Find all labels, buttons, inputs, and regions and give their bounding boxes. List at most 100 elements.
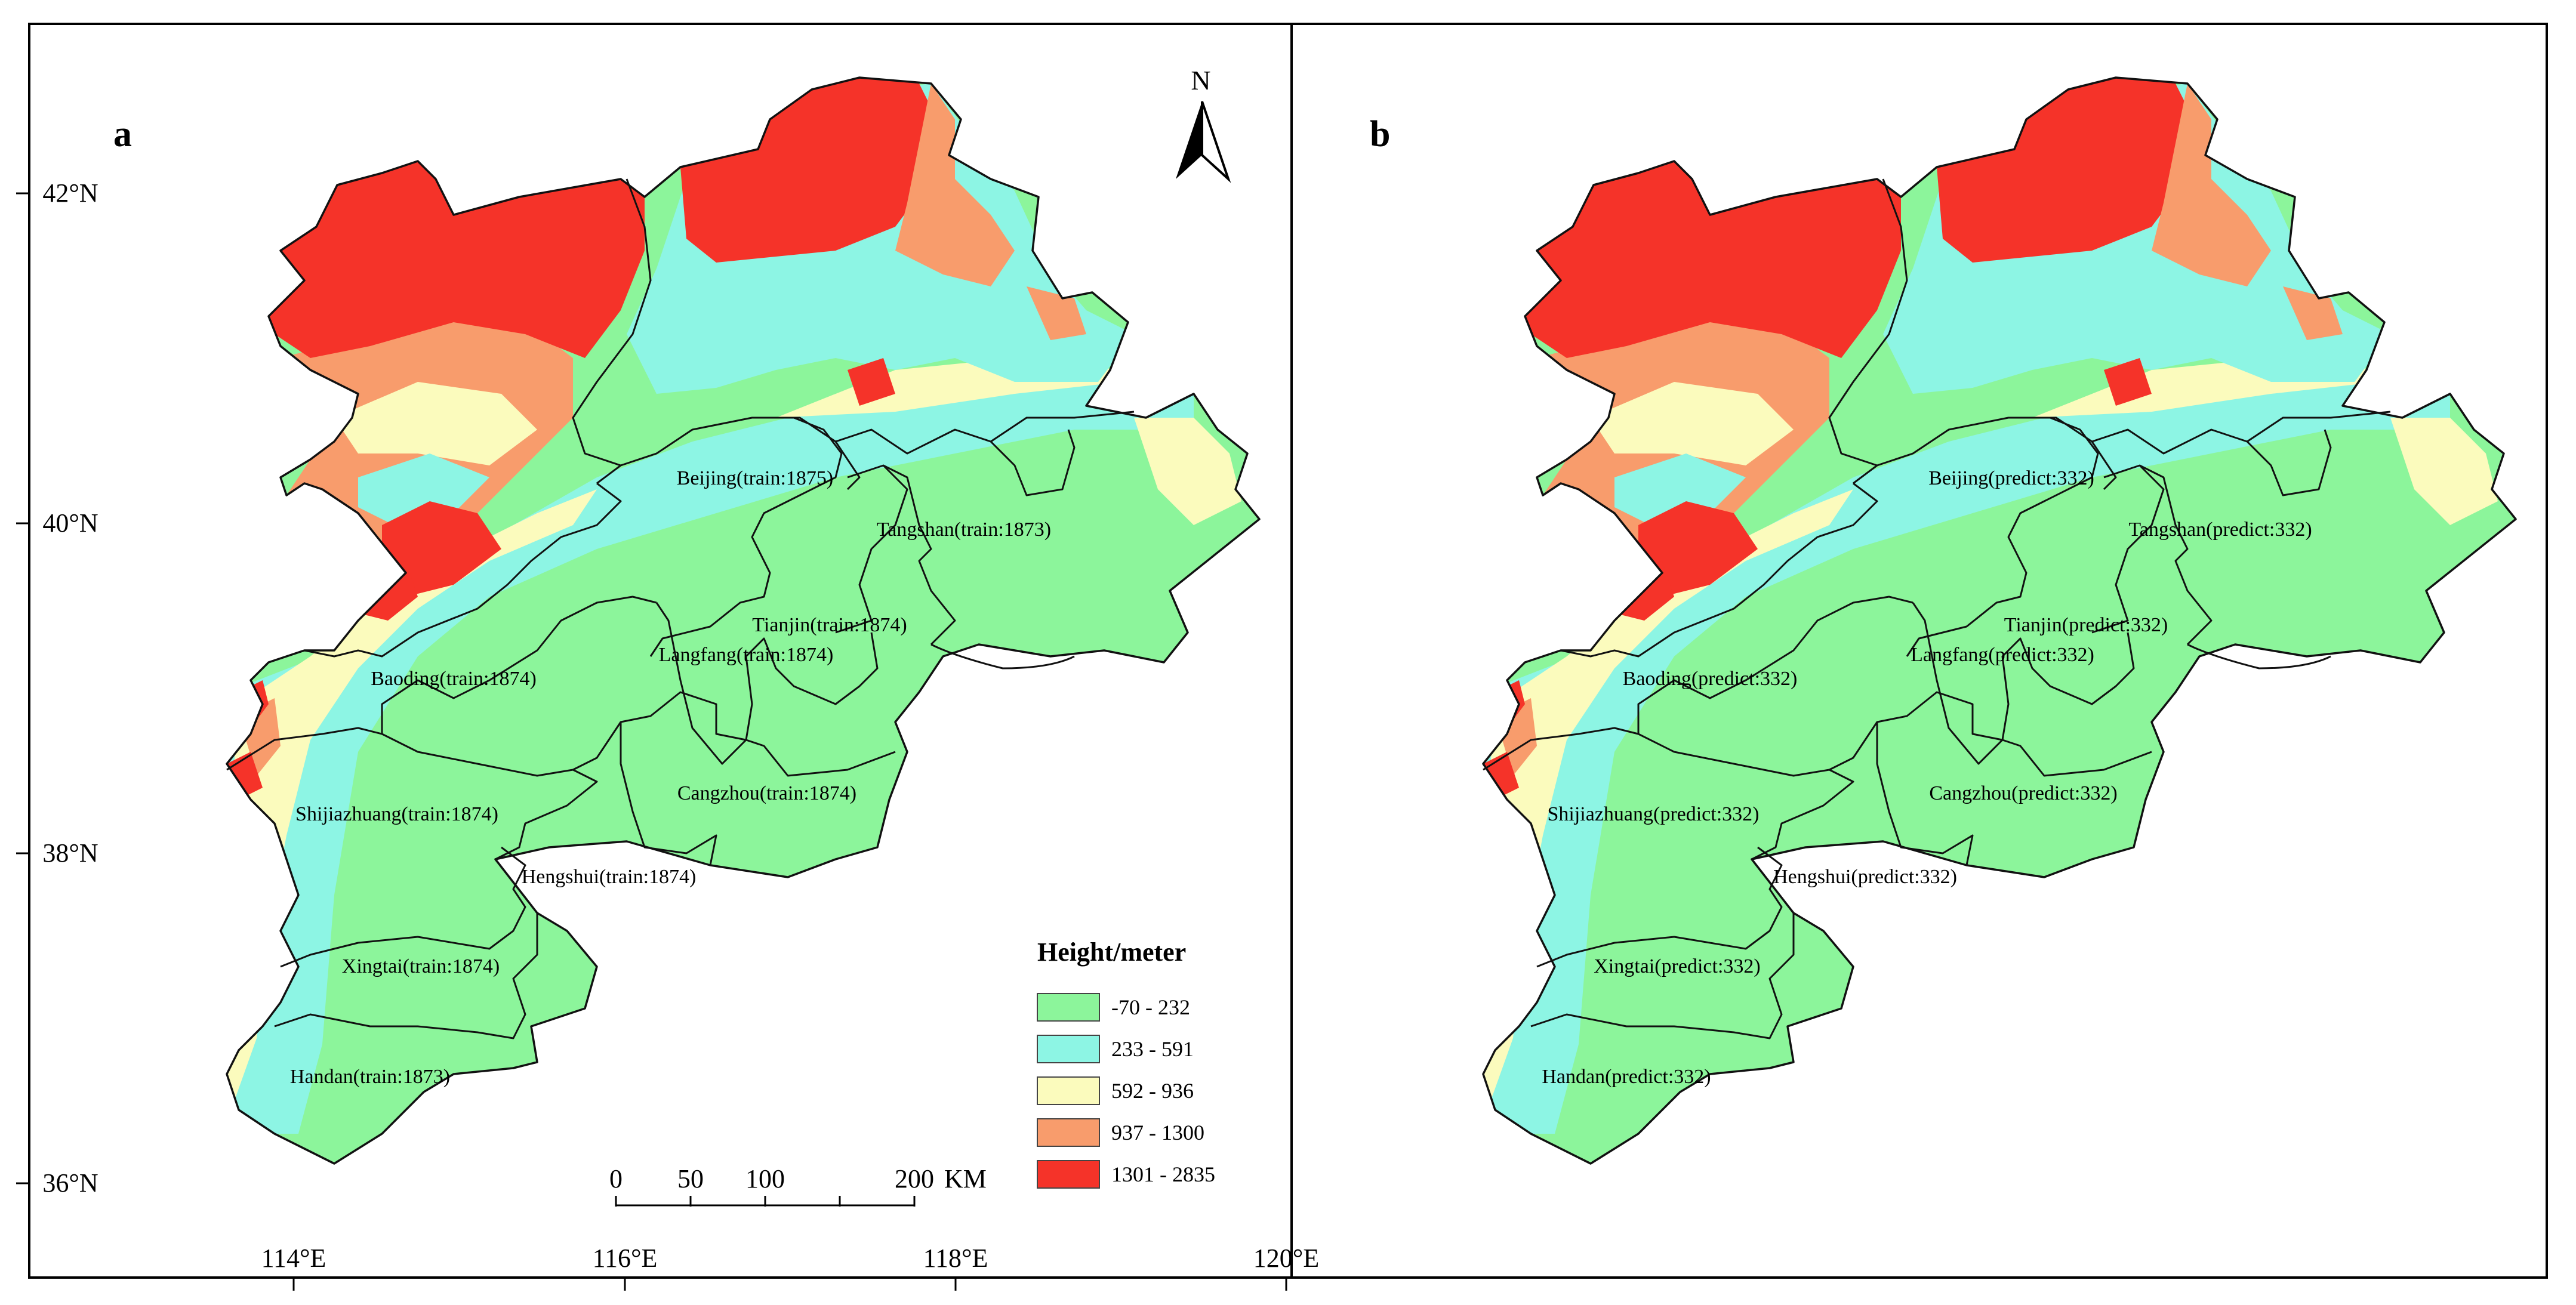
scale-unit: KM (944, 1164, 987, 1193)
coastline (2187, 643, 2331, 670)
boundary-line-3 (2091, 428, 2332, 496)
boundary-line-10 (226, 596, 657, 771)
scale-label-1: 50 (677, 1164, 704, 1193)
elevation-zone-12 (1027, 286, 1086, 340)
scale-label-0: 0 (609, 1164, 623, 1193)
city-label-baoding: Baoding(train:1874) (371, 668, 537, 690)
city-label-handan: Handan(train:1873) (290, 1066, 450, 1088)
legend-label-2: 592 - 936 (1111, 1079, 1194, 1103)
north-arrow-light (1201, 101, 1231, 183)
scale-label-2: 100 (745, 1164, 785, 1193)
elevation-zone-10 (848, 358, 895, 406)
scale-bar: 0 50 100 200 KM (609, 1164, 987, 1207)
boundary-line-1 (2091, 464, 2165, 634)
legend-label-0: -70 - 232 (1111, 995, 1190, 1019)
boundary-line-13 (1560, 482, 1878, 658)
city-label-baoding: Baoding(predict:332) (1623, 668, 1798, 690)
city-label-tianjin: Tianjin(train:1874) (752, 614, 907, 636)
map-panel-b: Beijing(predict:332) Tangshan(predict:332… (1370, 76, 2517, 1165)
boundary-line-7 (1829, 691, 2003, 771)
region-outline (1482, 76, 2517, 1165)
boundary-line-15 (990, 411, 1135, 443)
city-boundaries (226, 178, 1135, 1039)
elevation-zone-12 (2283, 286, 2343, 340)
north-arrow-label: N (1191, 65, 1210, 95)
boundary-line-5 (1912, 602, 2135, 765)
city-label-hengshui: Hengshui(train:1874) (522, 866, 697, 888)
lon-label-2: 118°E (923, 1244, 988, 1273)
elevation-zone-16 (364, 561, 418, 621)
boundary-line-14 (596, 464, 621, 485)
elevation-zone-8 (680, 78, 943, 263)
boundary-line-3 (835, 428, 1076, 496)
city-label-xingtai: Xingtai(predict:332) (1594, 955, 1760, 977)
lat-label-3: 36°N (42, 1168, 98, 1198)
legend: Height/meter -70 - 232 233 - 591 592 - 936 9… (1037, 937, 1215, 1189)
legend-swatch-3 (1037, 1118, 1100, 1147)
elevation-zone-11 (2152, 84, 2271, 286)
city-label-beijing: Beijing(predict:332) (1928, 467, 2094, 489)
boundary-line-11 (1536, 846, 1783, 968)
north-arrow-dark (1176, 101, 1202, 179)
panel-letter-a: a (113, 114, 132, 155)
elevation-zone-17 (1134, 418, 1241, 525)
boundary-line-12 (274, 913, 538, 1039)
lat-label-0: 42°N (42, 178, 98, 208)
legend-title: Height/meter (1037, 937, 1186, 967)
legend-swatch-1 (1037, 1035, 1100, 1063)
city-label-langfang: Langfang(train:1874) (659, 644, 834, 666)
lon-label-3: 120°E (1253, 1244, 1319, 1273)
city-label-shijiazhuang: Shijiazhuang(train:1874) (295, 803, 498, 825)
boundary-line-4 (2139, 464, 2213, 646)
legend-label-3: 937 - 1300 (1111, 1121, 1204, 1144)
north-arrow: N (1176, 65, 1231, 183)
boundary-line-9 (381, 733, 598, 860)
city-label-handan: Handan(predict:332) (1542, 1066, 1711, 1088)
city-label-xingtai: Xingtai(train:1874) (342, 955, 500, 977)
lon-label-0: 114°E (261, 1244, 326, 1273)
boundary-line-11 (280, 846, 526, 968)
elevation-zone-17 (2390, 418, 2498, 525)
lat-label-1: 40°N (42, 508, 98, 538)
elevation-zone-7 (1525, 161, 1901, 358)
elevation-zone-7 (269, 161, 645, 358)
city-label-tangshan: Tangshan(train:1873) (877, 519, 1051, 541)
elevation-zone-9 (382, 501, 501, 597)
city-label-hengshui: Hengshui(predict:332) (1773, 866, 1957, 888)
boundary-line-6 (2002, 739, 2152, 777)
city-label-beijing: Beijing(train:1875) (677, 467, 834, 489)
legend-swatch-0 (1037, 993, 1100, 1022)
city-label-langfang: Langfang(predict:332) (1911, 644, 2094, 666)
city-label-tianjin: Tianjin(predict:332) (2004, 614, 2168, 636)
boundary-line-2 (1906, 417, 2099, 657)
elevation-zone-5 (334, 382, 537, 465)
city-label-cangzhou: Cangzhou(predict:332) (1929, 782, 2117, 804)
elevation-zone-10 (2104, 358, 2152, 406)
lat-label-2: 38°N (42, 838, 98, 868)
lon-label-1: 116°E (593, 1244, 658, 1273)
city-label-shijiazhuang: Shijiazhuang(predict:332) (1547, 803, 1759, 825)
elevation-zone-11 (895, 84, 1015, 286)
boundary-line-9 (1638, 733, 1854, 860)
boundary-line-10 (1483, 596, 1913, 771)
elevation-zone-9 (1638, 501, 1758, 597)
legend-swatch-4 (1037, 1160, 1100, 1189)
elevation-zone-6 (358, 453, 489, 525)
legend-label-1: 233 - 591 (1111, 1037, 1194, 1061)
figure-frame: 42°N 40°N 38°N 36°N 114°E 116°E 118°E 120°E (16, 23, 2548, 1291)
boundary-line-7 (572, 691, 747, 771)
city-label-tangshan: Tangshan(predict:332) (2128, 519, 2312, 541)
boundary-line-15 (2247, 411, 2391, 443)
city-label-cangzhou: Cangzhou(train:1874) (677, 782, 856, 804)
boundary-line-4 (883, 464, 956, 646)
panels-layer: Beijing(train:1875) Tangshan(train:1873) T… (16, 23, 2548, 1291)
elevation-zone-1 (227, 489, 597, 1122)
panel-letter-b: b (1370, 114, 1390, 155)
map-panel-a: Beijing(train:1875) Tangshan(train:1873) T… (113, 76, 1261, 1165)
city-boundaries (1483, 178, 2391, 1039)
region-outline (226, 76, 1261, 1165)
scale-label-3: 200 (895, 1164, 934, 1193)
elevation-layer (227, 78, 1259, 1164)
outer-border (28, 23, 2548, 1279)
elevation-zone-1 (1483, 489, 1853, 1122)
